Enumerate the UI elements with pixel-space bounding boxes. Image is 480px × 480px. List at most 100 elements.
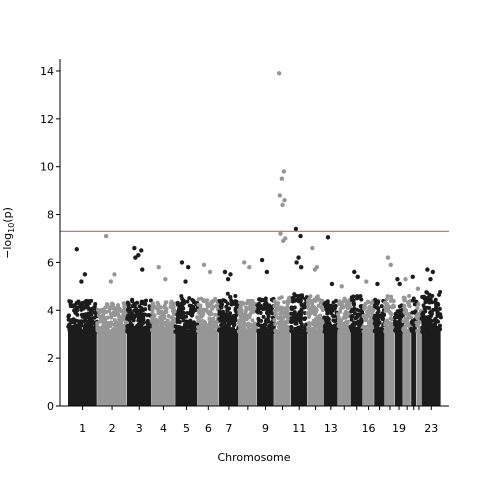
data-point [256,322,261,327]
x-tick-label-chr19: 19 [392,422,406,435]
data-point [248,322,253,327]
data-point [223,323,228,328]
data-point [437,292,442,297]
data-point [349,309,354,314]
data-point [129,313,134,318]
chromosome-points-band [403,329,411,406]
data-point [245,306,250,311]
data-point [271,325,275,330]
data-point [274,312,279,317]
data-point [415,329,420,334]
data-point [415,305,420,310]
chromosome-points-band [384,329,395,406]
data-point [198,303,203,308]
chromosome-points-band [238,329,257,406]
data-point [101,319,106,324]
y-axis: 0 2 4 6 8 10 12 14 [40,59,61,413]
chromosome-points-band [421,329,441,406]
data-point [407,304,412,309]
top-data-point [247,265,252,270]
data-point [324,322,329,327]
data-point [160,329,165,334]
chromosome-points-band [362,329,374,406]
data-point [372,303,377,308]
data-point [190,322,195,327]
data-point [219,303,224,308]
data-point [104,302,109,307]
top-data-point [228,272,233,277]
data-point [331,300,336,305]
data-point [101,324,106,329]
top-data-point [281,169,287,174]
chromosome-group-10 [272,71,293,406]
data-point [107,305,112,310]
data-point [85,319,90,324]
data-point [130,299,135,304]
data-point [345,306,350,311]
data-point [352,311,357,316]
data-points [66,71,443,406]
top-data-point [294,260,299,265]
data-point [353,316,358,321]
data-point [263,302,268,307]
data-point [438,312,443,317]
data-point [314,321,319,326]
top-data-point [276,71,282,76]
top-data-point [201,262,207,268]
data-point [319,305,324,310]
data-point [289,325,294,330]
data-point [187,329,192,334]
data-point [132,303,137,308]
data-point [179,315,184,320]
data-point [158,320,163,325]
data-point [259,297,264,302]
top-data-point [242,260,247,265]
data-point [356,312,361,317]
top-data-point [296,255,301,260]
data-point [101,329,106,334]
x-tick-label-chr7: 7 [225,422,232,435]
data-point [421,328,426,333]
data-point [314,308,319,313]
top-data-point [325,235,331,240]
data-point [421,323,426,328]
data-point [268,328,273,333]
data-point [397,304,402,309]
y-axis-title-base: −log [1,233,14,259]
chromosome-group-14 [335,284,353,406]
data-point [414,313,419,318]
data-point [246,314,251,319]
data-point [89,323,94,328]
data-point [127,329,132,334]
chromosome-points-band [350,329,363,406]
data-point [211,316,216,321]
data-point [117,317,122,322]
data-point [156,302,161,307]
data-point [384,318,389,323]
chromosome-group-19 [393,276,406,406]
top-data-point [364,279,369,284]
data-point [290,329,295,334]
data-point [150,301,155,306]
data-point [126,305,131,310]
data-point [160,323,165,328]
data-point [175,300,180,305]
data-point [169,322,174,327]
data-point [157,329,162,334]
data-point [393,319,398,324]
top-data-point [156,265,161,270]
top-data-point [430,269,436,275]
chromosome-points-band [151,329,175,406]
data-point [145,319,150,324]
data-point [296,299,301,304]
y-tick-label: 12 [40,113,54,126]
data-point [265,306,270,311]
data-point [114,326,119,331]
top-data-point [428,276,433,282]
data-point [364,328,369,333]
x-tick-label-chr9: 9 [262,422,269,435]
top-data-point [277,193,283,198]
top-data-point [139,248,144,253]
data-point [433,322,438,327]
data-point [376,313,381,318]
